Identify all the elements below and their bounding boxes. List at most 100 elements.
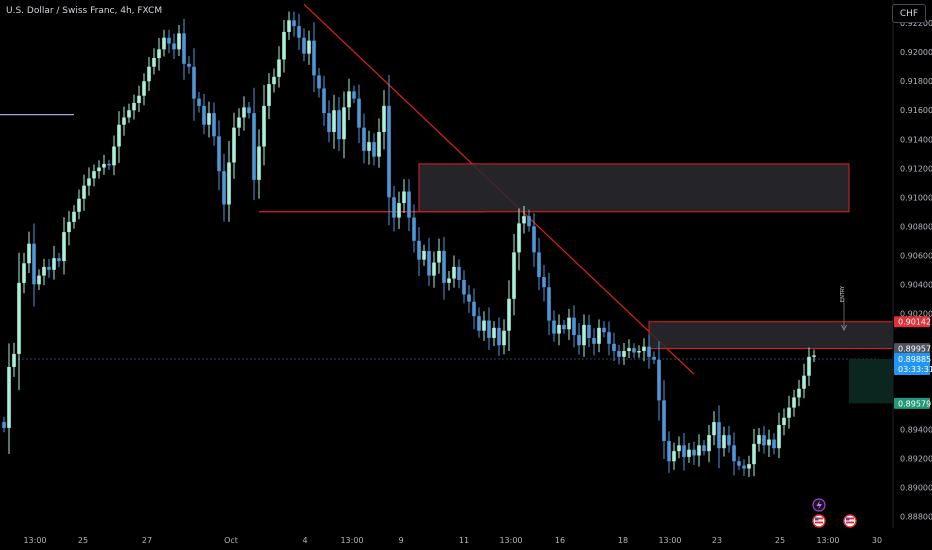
supply-zone-upper[interactable] [418,163,850,213]
candle [282,20,286,73]
candle [217,120,221,191]
candle-body [367,142,371,151]
price-tick-label: 0.91800 [900,77,932,86]
candle [272,68,276,93]
candle [247,101,251,119]
candle-body [537,252,541,278]
candle [402,179,406,213]
candle [27,231,31,273]
candle-body [92,171,96,179]
candle-body [362,127,366,151]
candle [327,100,331,143]
candle-body [392,197,396,218]
candle-body [812,355,816,357]
candle [762,425,766,454]
candle-body [197,98,201,106]
us-flag-event-icon[interactable] [812,514,826,528]
candle [632,343,636,358]
candle-body [802,375,806,389]
candle-body [302,37,306,54]
candle [132,94,136,120]
candle-body [497,327,501,346]
price-tick-label: 0.91000 [900,193,932,202]
candle-body [122,117,126,125]
candle [752,428,756,477]
candle-body [167,37,171,44]
time-tick-label: 25 [775,536,785,545]
candle-body [552,320,556,334]
candle [747,455,751,477]
candle-body [192,66,196,99]
candle [377,118,381,168]
candle-body [157,49,161,59]
candle-body [432,262,436,276]
candle [202,93,206,135]
candle-body [732,445,736,462]
candle-body [252,113,256,180]
candle [492,321,496,346]
candle-body [327,113,331,132]
candle-body [72,211,76,222]
candle [72,205,76,229]
candle [57,252,61,268]
candle [412,204,416,253]
candle-body [177,33,181,50]
candle-body [597,327,601,344]
candle-body [287,20,291,32]
candle [712,411,716,446]
candle [182,18,186,80]
candle-body [187,63,191,67]
candle [482,311,486,341]
candle [777,412,781,459]
candle [342,91,346,159]
time-tick-label: 13:00 [499,536,522,545]
currency-button[interactable]: CHF [892,4,926,23]
candle-body [737,461,741,466]
candle-body [712,422,716,436]
price-tick-label: 0.90800 [900,222,932,231]
candle-body [17,282,21,354]
candle-body [347,91,351,108]
candle [257,129,261,199]
price-tick-label: 0.91600 [900,106,932,115]
lightning-event-icon[interactable] [812,498,826,512]
candle-body [692,449,696,456]
candle [307,30,311,65]
time-axis[interactable]: 13:00 25 27 Oct 4 13:00 9 11 13:00 16 18 13:00 23 25 1… [23,536,882,545]
candle [552,310,556,342]
candle [612,332,616,361]
candle-body [677,445,681,452]
candle [472,288,476,330]
candle-body [217,136,221,172]
target-box[interactable] [849,359,893,404]
candle-body [52,258,56,270]
candle [102,154,106,175]
candle [252,87,256,201]
candle [787,395,791,429]
candle-body [682,445,686,457]
candle [477,307,481,338]
candle-body [472,301,476,317]
candle [157,37,161,71]
candle-body [672,451,676,462]
candle [617,344,621,365]
candle-body [762,435,766,446]
candle-body [377,132,381,157]
candle-body [687,449,691,457]
entry-label: ENTRY [840,285,846,302]
candle-body [542,277,546,288]
price-axis[interactable]: 0.92200 0.92000 0.91800 0.91600 0.91400 0.912… [900,19,932,521]
candle [782,408,786,436]
candle [242,96,246,131]
us-flag-event-icon[interactable] [843,514,857,528]
candle-body [202,105,206,125]
candle-body [697,445,701,456]
candle [727,425,731,453]
candle [742,459,746,477]
candle [767,429,771,457]
candle-body [417,240,421,260]
supply-zone-lower[interactable] [648,321,894,350]
candle-body [512,252,516,299]
candle [587,314,591,348]
